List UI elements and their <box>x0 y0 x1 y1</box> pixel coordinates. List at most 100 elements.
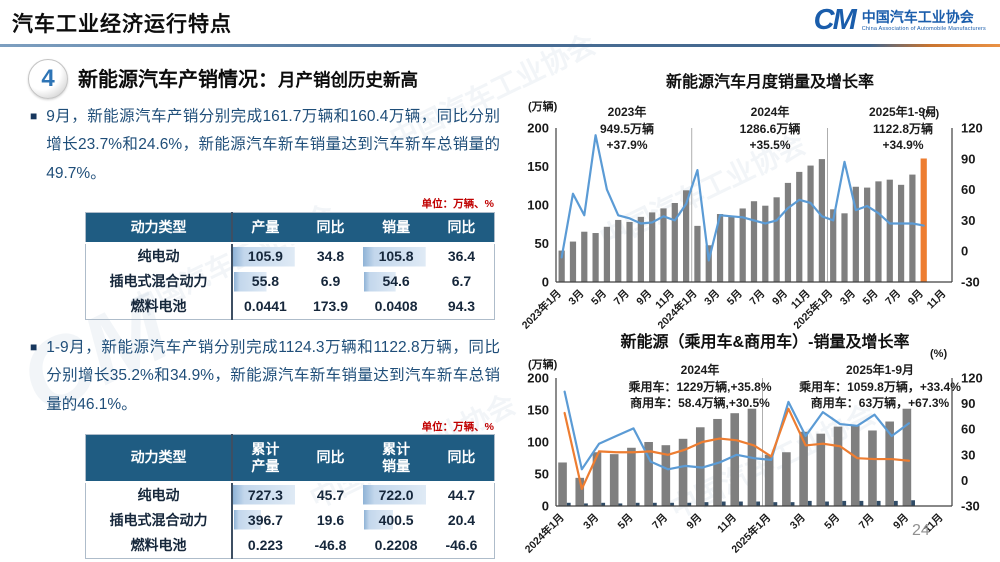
table-cell: 722.0 <box>363 481 429 508</box>
x-axis-tick: 5月 <box>589 288 609 308</box>
table-cell: 105.9 <box>232 242 298 269</box>
x-axis-tick: 9月 <box>634 288 654 308</box>
bar-月度销量(万辆) <box>762 205 769 282</box>
bullet-text: 1-9月，新能源汽车产销分别完成1124.3万辆和1122.8万辆，同比分别增长… <box>46 339 500 413</box>
bar-商用车销量(万辆) <box>566 502 571 506</box>
bar-月度销量(万辆) <box>739 208 746 282</box>
table-row: 插电式混合动力 55.8 6.9 54.6 6.7 <box>85 268 495 294</box>
bar-商用车销量(万辆) <box>893 500 898 506</box>
annotation-line: +37.9% <box>606 138 648 153</box>
bar-商用车销量(万辆) <box>911 500 915 506</box>
annotation-line: +34.9% <box>882 138 924 153</box>
bar-乘用车销量(万辆) <box>816 433 826 506</box>
bar-月度销量(万辆) <box>705 245 712 282</box>
x-axis-tick: 5月 <box>861 288 881 308</box>
row-label: 燃料电池 <box>85 293 234 320</box>
bar-月度销量(万辆) <box>637 216 644 282</box>
bar-商用车销量(万辆) <box>635 502 640 506</box>
chart1-annotation-2023: 2023年 949.5万辆 +37.9% <box>600 104 654 154</box>
right-axis-tick: -30 <box>961 275 980 290</box>
annotation-line: 2025年1-9月 <box>868 105 938 119</box>
annotation-line: +35.5% <box>749 138 791 153</box>
bar-月度销量(万辆) <box>683 190 690 282</box>
bar-乘用车销量(万辆) <box>661 445 671 506</box>
bar-月度销量(万辆) <box>592 233 599 282</box>
table-row: 燃料电池 0.223 -46.8 0.2208 -46.6 <box>85 532 495 559</box>
chart2-left-axis-unit: (万辆) <box>528 359 558 371</box>
bar-商用车销量(万辆) <box>704 502 709 506</box>
x-axis-tick: 5月 <box>616 512 636 532</box>
page-number: 24 <box>912 522 930 539</box>
table-header-cell: 同比 <box>428 434 495 483</box>
annotation-line: 1122.8万辆 <box>872 121 934 136</box>
monthly-table: 动力类型 产量 同比 销量 同比 纯电动 105.9 34.8 105.8 36.4 插电式混合动力… <box>85 212 495 320</box>
x-axis-tick: 3月 <box>838 288 858 308</box>
bar-月度销量(万辆) <box>716 214 724 282</box>
bar-商用车销量(万辆) <box>773 502 778 506</box>
left-axis-tick: 150 <box>527 403 549 418</box>
table-header-cell: 同比 <box>428 212 495 244</box>
table-cell: 0.223 <box>247 537 283 554</box>
bar-月度销量(万辆) <box>886 179 893 282</box>
x-axis-tick: 3月 <box>566 288 586 308</box>
bar-乘用车销量(万辆) <box>730 413 740 506</box>
bar-月度销量(万辆) <box>649 212 656 282</box>
chart2-annotation-2024: 2024年 乘用车：1229万辆,+35.8% 商用车：58.4万辆,+30.5… <box>628 362 771 412</box>
row-label: 插电式混合动力 <box>85 507 234 533</box>
left-axis-tick: 0 <box>542 499 549 514</box>
bar-商用车销量(万辆) <box>601 502 606 506</box>
table-row: 燃料电池 0.0441 173.9 0.0408 94.3 <box>85 293 495 320</box>
bar-月度销量(万辆) <box>694 225 701 282</box>
bar-商用车销量(万辆) <box>618 503 623 506</box>
bar-月度销量(万辆) <box>784 182 792 282</box>
right-axis-tick: 60 <box>961 422 975 437</box>
x-axis-tick: 3月 <box>702 288 722 308</box>
table-header-cell: 累计 产量 <box>232 434 298 483</box>
bar-乘用车销量(万辆) <box>558 462 567 506</box>
x-axis-tick: 5月 <box>725 288 745 308</box>
right-axis-tick: 90 <box>961 151 975 166</box>
table-cell: 20.4 <box>447 512 476 529</box>
left-axis-tick: 200 <box>527 121 549 136</box>
bar-乘用车销量(万辆) <box>764 454 774 506</box>
right-axis-tick: 60 <box>961 182 975 197</box>
chart2-annotation-2025: 2025年1-9月 乘用车：1059.8万辆，+33.4% 商用车：63万辆，+… <box>799 362 961 412</box>
bar-月度销量(万辆) <box>728 216 735 282</box>
cumulative-table: 动力类型 累计 产量 同比 累计 销量 同比 纯电动 727.3 45.7 722.0 44.7 插… <box>85 434 495 559</box>
table-header-cell: 销量 <box>363 212 429 244</box>
x-axis-tick: 11月 <box>715 512 739 536</box>
right-axis-tick: 120 <box>961 121 983 136</box>
table-cell: 0.0408 <box>374 298 418 315</box>
bar-商用车销量(万辆) <box>790 502 795 506</box>
annotation-line: 商用车：63万辆，+67.3% <box>810 396 950 411</box>
line-增长率(%) <box>560 134 925 262</box>
bar-商用车销量(万辆) <box>584 503 588 506</box>
bar-月度销量(万辆) <box>615 219 622 282</box>
bar-乘用车销量(万辆) <box>627 447 636 506</box>
bar-月度销量(万辆) <box>920 158 927 282</box>
bar-月度销量(万辆) <box>558 250 565 282</box>
bar-乘用车销量(万辆) <box>644 442 653 506</box>
chart2-pv-cv-sales: 0 50 100 150 200 -30 0 30 60 90 120 2024年1月 3月 5月 7月 9月… <box>522 371 983 556</box>
table-header-row: 动力类型 累计 产量 同比 累计 销量 同比 <box>85 434 495 483</box>
table-header-cell: 动力类型 <box>85 212 234 244</box>
right-axis-tick: 0 <box>961 244 968 259</box>
annotation-line: 乘用车：1059.8万辆，+33.4% <box>799 379 961 394</box>
bar-商用车销量(万辆) <box>807 500 812 506</box>
x-axis-tick: 5月 <box>822 512 842 532</box>
table-cell: 396.7 <box>232 507 298 533</box>
bar-商用车销量(万辆) <box>670 502 674 506</box>
bar-商用车销量(万辆) <box>756 501 761 506</box>
table-cell: 173.9 <box>312 298 349 315</box>
table-cell: 55.8 <box>232 268 298 294</box>
x-axis-tick: 7月 <box>747 288 767 308</box>
table-cell: 6.7 <box>451 273 472 290</box>
bar-月度销量(万辆) <box>796 171 803 282</box>
chart2-title: 新能源（乘用车&商用车）-销量及增长率 <box>620 334 910 351</box>
section-number-badge: 4 <box>28 59 68 99</box>
bar-乘用车销量(万辆) <box>833 426 843 506</box>
annotation-line: 2024年 <box>750 105 790 119</box>
bar-月度销量(万辆) <box>750 201 758 282</box>
bar-乘用车销量(万辆) <box>782 452 791 506</box>
bar-商用车销量(万辆) <box>859 500 864 506</box>
